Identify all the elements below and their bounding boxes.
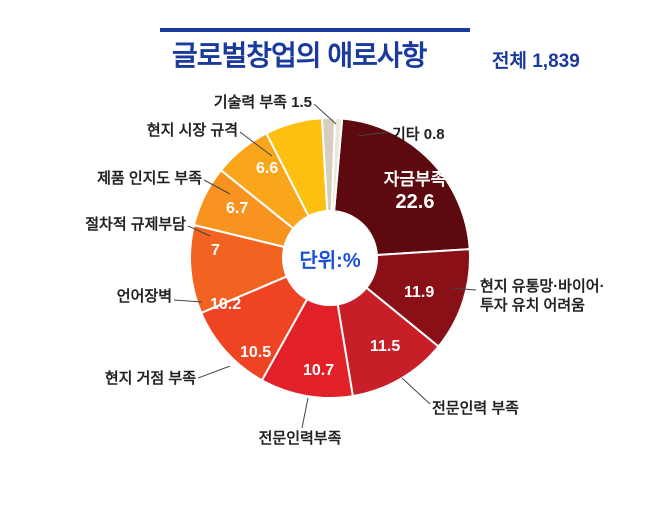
outer-label-8: 현지 시장 규격	[108, 122, 238, 141]
outer-label-9: 기술력 부족 1.5	[172, 94, 312, 113]
slice-value-6: 7	[211, 242, 220, 260]
slice-inner-name: 자금부족	[370, 170, 460, 190]
outer-name-9: 기술력 부족	[214, 94, 287, 111]
outer-name-1b: 투자 유치 어려움	[480, 297, 585, 314]
slice-value-3: 10.7	[303, 362, 334, 380]
outer-label-7: 제품 인지도 부족	[66, 170, 202, 189]
outer-value-9: 1.5	[291, 94, 312, 111]
outer-label-5: 언어장벽	[80, 288, 172, 307]
title-prefix: 글로벌창업의	[172, 40, 327, 71]
slice-value-2: 11.5	[370, 338, 400, 356]
outer-label-6: 절차적 규제부담	[50, 216, 186, 235]
outer-label-3: 전문인력부족	[240, 430, 360, 449]
title-highlight: 애로사항	[327, 40, 426, 71]
slice-value-1: 11.9	[404, 284, 434, 302]
slice-inner-big: 자금부족 22.6	[370, 170, 460, 214]
slice-value-7: 6.7	[226, 200, 248, 218]
outer-label-4: 현지 거점 부족	[70, 370, 196, 389]
slice-value-5: 10.2	[210, 296, 241, 314]
outer-value-10: 0.8	[424, 126, 445, 143]
leader-3	[298, 398, 312, 430]
outer-label-10: 기타 0.8	[392, 126, 445, 145]
chart-unit-label: 단위:%	[282, 210, 378, 306]
outer-label-1: 현지 유통망·바이어· 투자 유치 어려움	[480, 278, 640, 316]
outer-name-1a: 현지 유통망·바이어·	[480, 278, 605, 295]
page-subtitle: 전체 1,839	[492, 46, 580, 73]
page-title: 글로벌창업의 애로사항	[172, 34, 426, 74]
title-bar	[160, 28, 470, 32]
outer-name-10: 기타	[392, 126, 420, 143]
slice-value-4: 10.5	[240, 344, 271, 362]
slice-value-8: 6.6	[256, 160, 278, 178]
outer-label-2: 전문인력 부족	[432, 400, 519, 419]
slice-inner-value: 22.6	[370, 190, 460, 214]
